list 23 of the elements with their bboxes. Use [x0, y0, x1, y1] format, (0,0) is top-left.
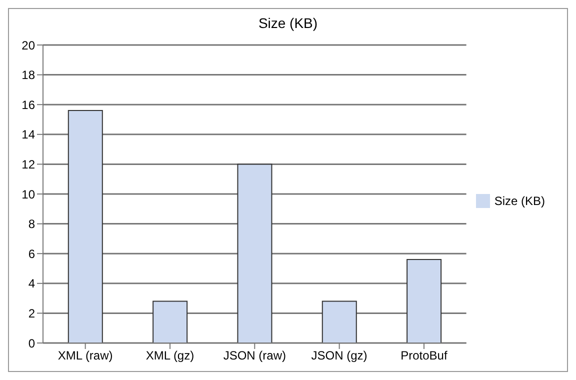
- legend-label: Size (KB): [494, 194, 545, 208]
- y-tick-label: 16: [22, 98, 36, 112]
- y-tick-label: 8: [28, 217, 36, 232]
- y-tick-label: 10: [22, 187, 36, 202]
- y-tick-label: 6: [28, 246, 36, 261]
- x-tick-label: XML (raw): [58, 348, 113, 363]
- x-tick-label: JSON (gz): [311, 348, 368, 363]
- x-tick-label: JSON (raw): [223, 348, 286, 363]
- bar: [68, 110, 103, 343]
- y-tick-label: 20: [22, 38, 36, 52]
- y-tick-label: 18: [22, 68, 36, 82]
- bar: [152, 300, 188, 343]
- y-tick-label: 0: [28, 336, 36, 350]
- y-tick-label: 2: [28, 306, 36, 320]
- y-tick-label: 4: [28, 276, 36, 291]
- bar: [406, 259, 442, 343]
- x-tick-label: XML (gz): [146, 348, 194, 363]
- bar: [237, 164, 272, 343]
- x-tick-label: ProtoBuf: [400, 348, 448, 363]
- chart-title: Size (KB): [257, 15, 319, 33]
- y-tick-label: 14: [22, 128, 36, 142]
- y-tick-label: 12: [22, 157, 36, 172]
- bar: [322, 300, 357, 343]
